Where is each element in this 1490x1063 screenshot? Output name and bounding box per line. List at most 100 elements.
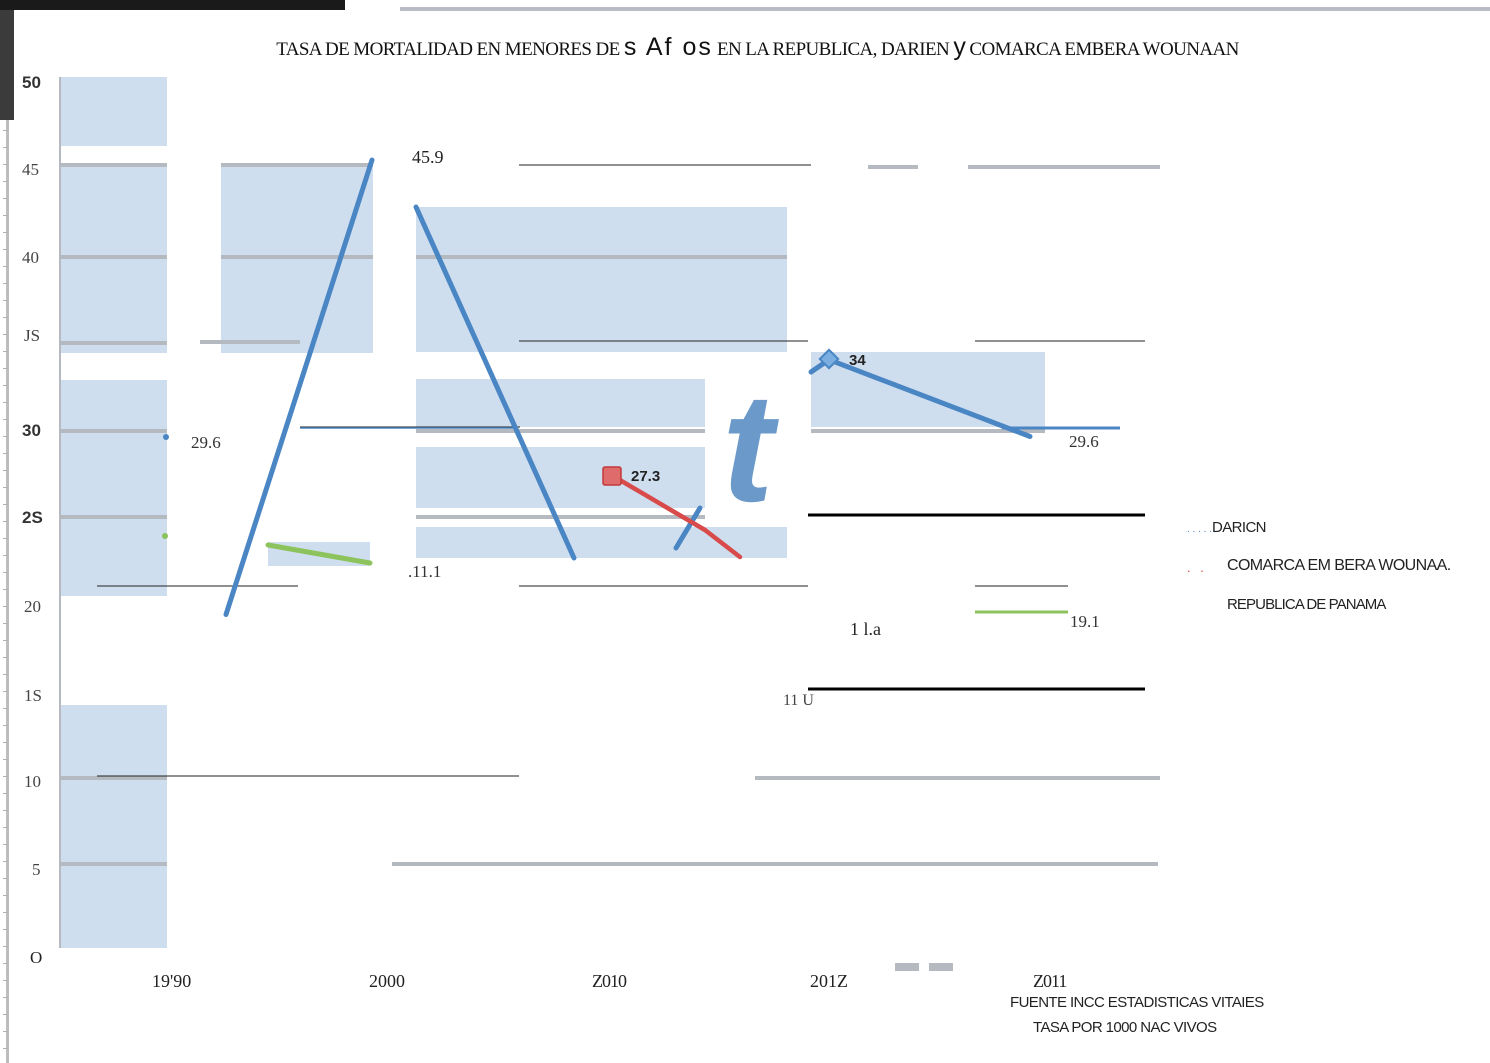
data-label-11-u: 11 U xyxy=(783,692,814,709)
y-tick-label-35: JS xyxy=(24,326,41,345)
left-ruler-tick xyxy=(3,470,8,471)
x-tick-label-2000: 2000 xyxy=(369,971,405,991)
x-tick-label-2014: Z011 xyxy=(1033,971,1067,991)
plot-area-panel xyxy=(416,527,787,558)
data-label-29-6-left: 29.6 xyxy=(191,433,221,452)
left-ruler-tick xyxy=(3,708,8,709)
chart-title-part-5: COMARCA EMBERA WOUNAAN xyxy=(965,39,1239,60)
y-tick-label-15: 1S xyxy=(24,686,42,705)
left-ruler-tick xyxy=(3,793,8,794)
series-line-darien-segment xyxy=(826,357,1033,439)
left-ruler-tick xyxy=(3,674,8,675)
left-ruler-tick xyxy=(3,266,8,267)
left-ruler-tick xyxy=(3,487,8,488)
left-ruler-tick xyxy=(3,844,8,845)
plot-area-panel xyxy=(416,207,787,352)
left-ruler-tick xyxy=(3,861,8,862)
left-ruler-tick xyxy=(3,606,8,607)
left-ruler-tick xyxy=(3,249,8,250)
x-tick-label-1990: 19'90 xyxy=(152,971,192,991)
decor-glyph: t xyxy=(722,361,774,534)
legend-item-darien: . . . . .DARICN xyxy=(1187,519,1267,536)
y-tick-label-0: O xyxy=(30,948,43,967)
left-ruler-tick xyxy=(3,997,8,998)
legend-marker-darien: . . . . . xyxy=(1187,524,1213,535)
left-ruler-tick xyxy=(3,980,8,981)
series-line-comarca-segment xyxy=(702,527,743,560)
chart-title-part-2: s Af os xyxy=(623,33,713,61)
left-ruler-tick xyxy=(3,402,8,403)
rate-note: TASA POR 1000 NAC VIVOS xyxy=(1033,1019,1217,1036)
left-ruler-tick xyxy=(3,946,8,947)
data-label-45-9: 45.9 xyxy=(412,147,444,167)
left-ruler-tick xyxy=(3,181,8,182)
left-ruler-tick xyxy=(3,623,8,624)
left-ruler-tick xyxy=(3,283,8,284)
left-ruler-tick xyxy=(3,640,8,641)
left-ruler-tick xyxy=(3,555,8,556)
data-label-11-a: 1 l.a xyxy=(850,619,881,639)
left-ruler-tick xyxy=(3,776,8,777)
left-ruler-tick xyxy=(3,436,8,437)
y-tick-label-20: 20 xyxy=(24,597,41,616)
series-line-darien-segment xyxy=(413,204,577,561)
left-ruler-tick xyxy=(3,368,8,369)
left-ruler-tick xyxy=(3,742,8,743)
left-ruler-tick xyxy=(3,351,8,352)
left-ruler-tick xyxy=(3,300,8,301)
left-ruler-tick xyxy=(3,572,8,573)
left-ruler-tick xyxy=(3,878,8,879)
chart-title-part-1: TASA DE MORTALIDAD EN MENORES DE xyxy=(276,39,624,60)
plot-area-panel xyxy=(811,352,1045,427)
left-ruler-tick xyxy=(3,912,8,913)
left-ruler-tick xyxy=(3,895,8,896)
data-label-19-1: 19.1 xyxy=(1070,612,1100,631)
left-ruler-tick xyxy=(3,1048,8,1049)
legend-marker-comarca: . . xyxy=(1187,560,1207,575)
x-tick-label-2012: 201Z xyxy=(810,971,848,991)
left-ruler-tick xyxy=(3,504,8,505)
series-marker-panama xyxy=(162,533,168,539)
left-ruler-tick xyxy=(3,929,8,930)
legend-label-darien: DARICN xyxy=(1212,519,1267,536)
series-line-panama-segment xyxy=(265,542,373,566)
left-ruler-tick xyxy=(3,1014,8,1015)
left-ruler-tick xyxy=(3,164,8,165)
left-ruler-tick xyxy=(3,453,8,454)
plot-area-panel xyxy=(416,379,705,427)
data-label-34: 34 xyxy=(849,352,866,369)
left-ruler-tick xyxy=(3,317,8,318)
plot-area-panel xyxy=(416,447,705,508)
series-line-comarca-segment xyxy=(610,473,708,533)
chart-title-part-3: EN LA REPUBLICA, DARIEN xyxy=(712,39,954,60)
left-ruler-tick xyxy=(3,827,8,828)
plot-area-panel xyxy=(60,705,167,948)
left-ruler-tick xyxy=(3,334,8,335)
top-gray-strip xyxy=(400,7,1490,11)
left-ruler-tick xyxy=(3,759,8,760)
x-tick-label-2010: Z010 xyxy=(592,971,627,991)
left-ruler-tick xyxy=(3,232,8,233)
left-ruler-tick xyxy=(3,215,8,216)
y-tick-label-5: 5 xyxy=(32,860,41,879)
left-ruler-tick xyxy=(3,198,8,199)
left-dark-edge xyxy=(0,10,14,120)
legend-label-panama: REPUBLICA DE PANAMA xyxy=(1227,596,1386,613)
data-label-11-1: .11.1 xyxy=(408,562,442,581)
left-ruler-tick xyxy=(3,419,8,420)
y-tick-label-45: 45 xyxy=(22,160,39,179)
left-ruler-tick xyxy=(3,538,8,539)
legend-label-comarca: COMARCA EM BERA WOUNAA. xyxy=(1227,557,1451,574)
data-label-29-6-right: 29.6 xyxy=(1069,432,1099,451)
series-line-darien-segment xyxy=(673,505,703,551)
y-tick-label-30: 30 xyxy=(22,421,41,440)
legend-fragment xyxy=(929,963,953,971)
y-tick-label-10: 10 xyxy=(24,772,41,791)
series-marker-darien xyxy=(818,348,840,370)
chart-title-part-4: y xyxy=(953,33,966,61)
plot-area-panel xyxy=(60,77,167,146)
left-ruler-tick xyxy=(3,725,8,726)
data-label-27-3: 27.3 xyxy=(631,468,661,485)
left-ruler-tick xyxy=(3,521,8,522)
